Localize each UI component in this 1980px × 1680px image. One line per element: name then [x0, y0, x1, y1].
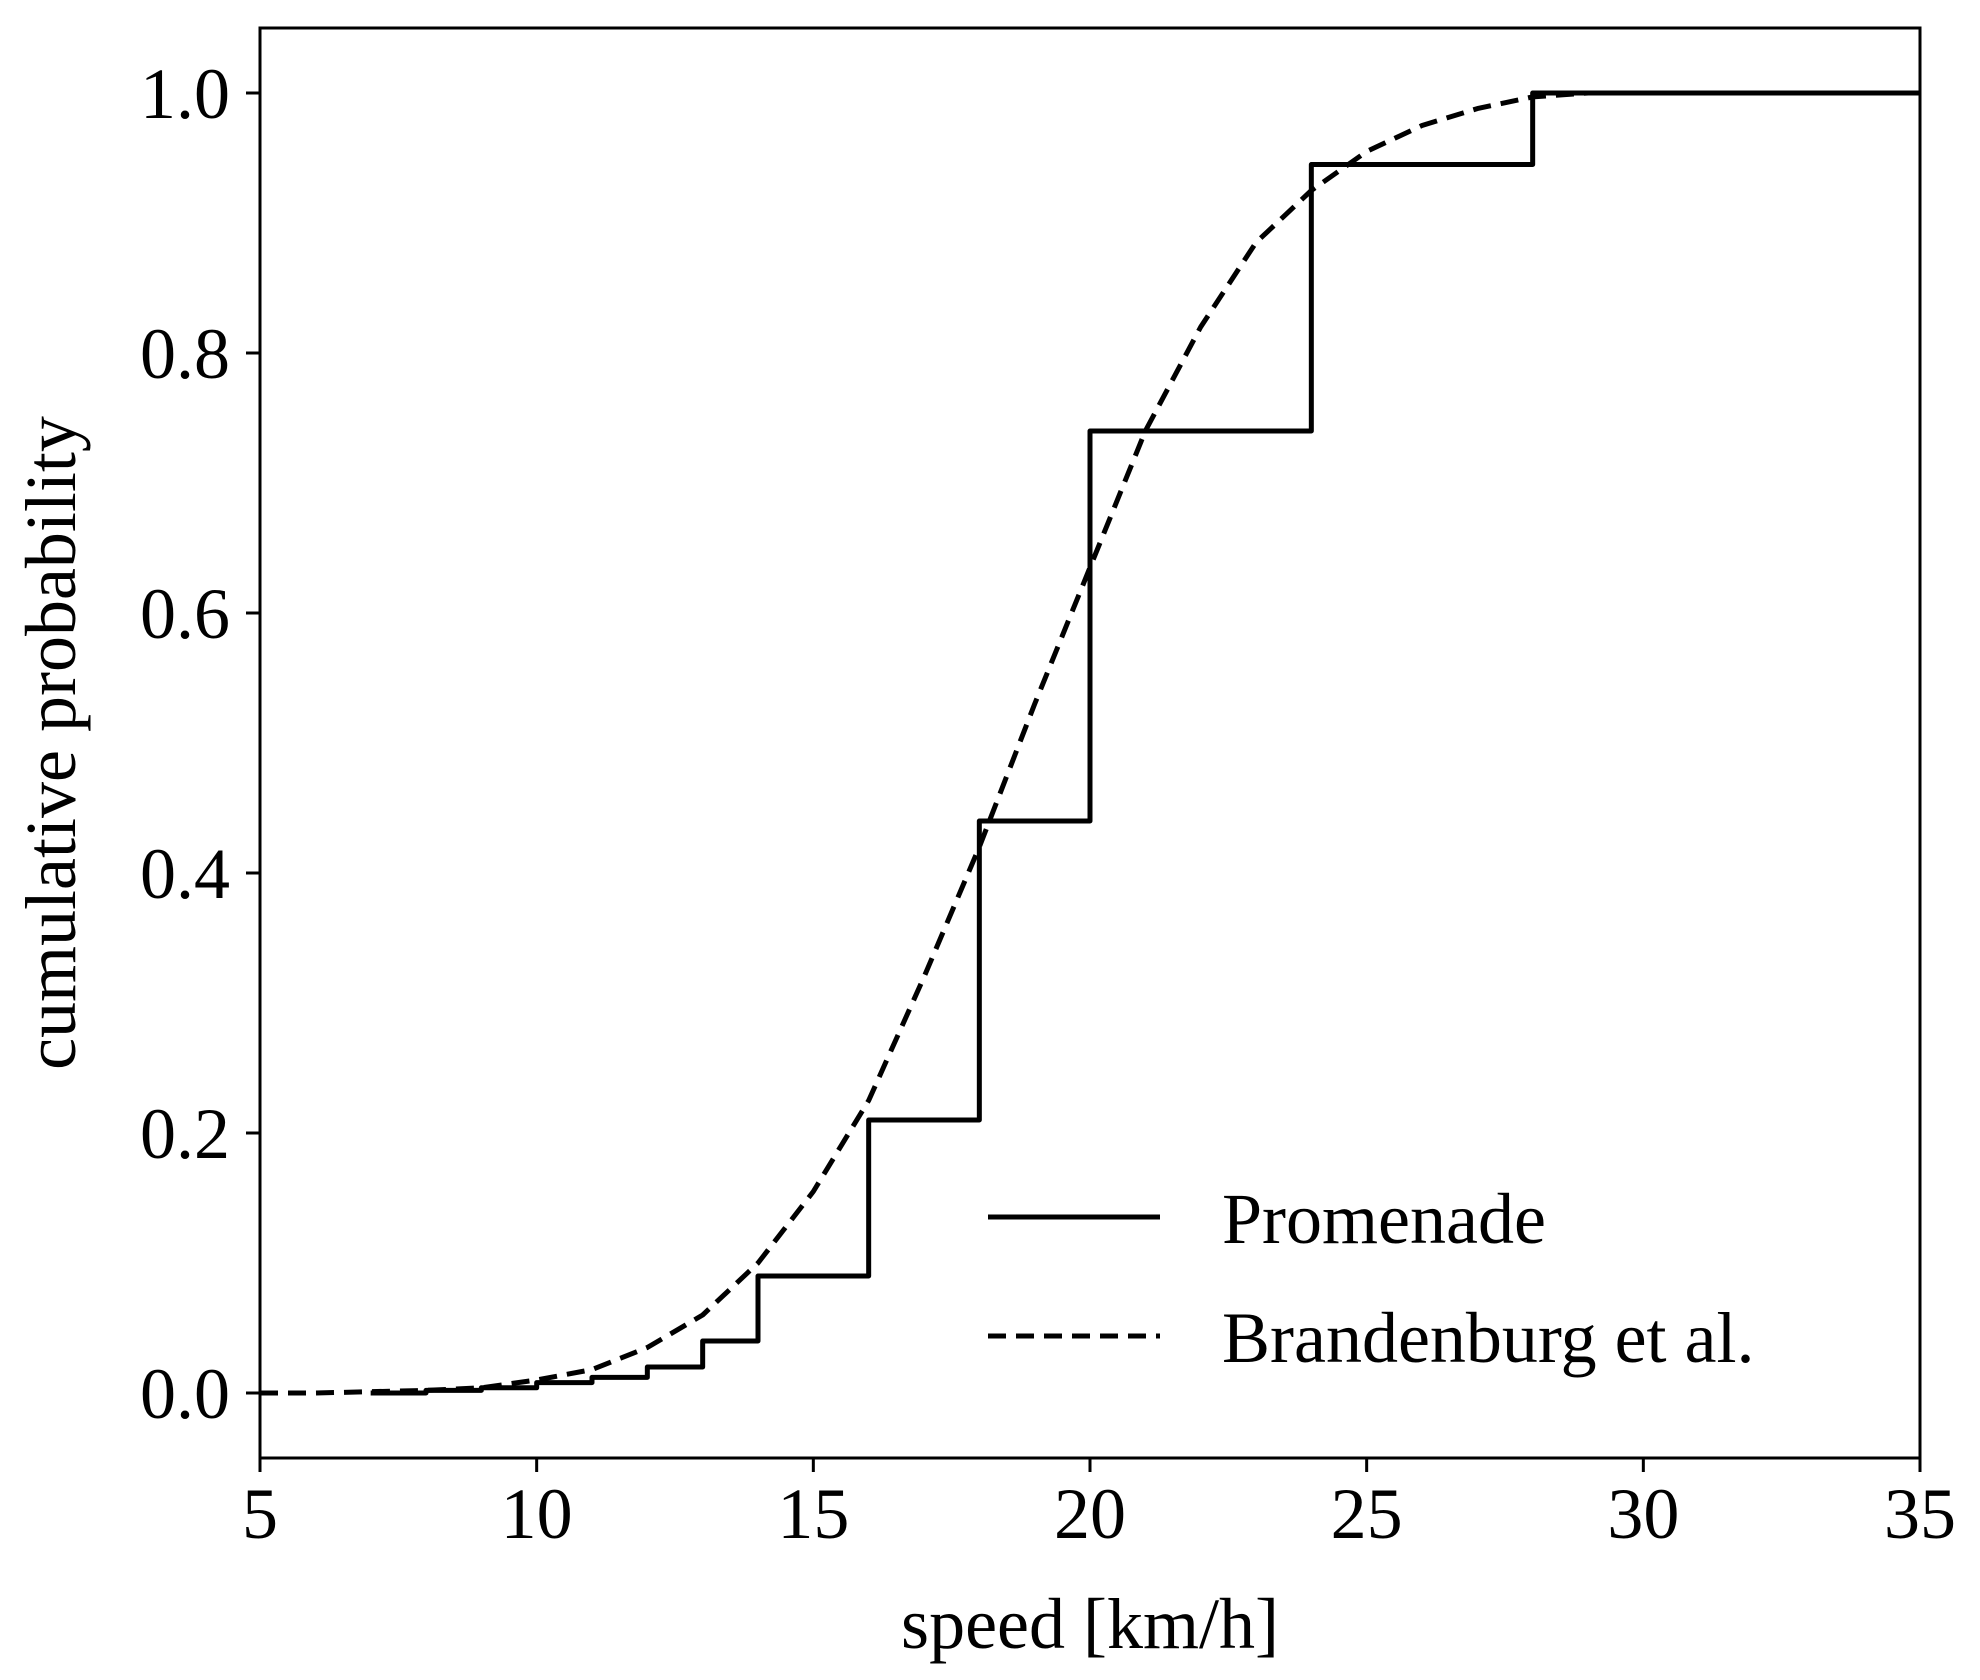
x-tick-label: 5 — [242, 1474, 278, 1554]
x-tick-label: 35 — [1884, 1474, 1956, 1554]
axis-ticks: 5 10 15 20 25 30 35 0.0 0.2 0.4 0.6 0.8 1.0 — [140, 54, 1956, 1554]
y-axis-label: cumulative probability — [11, 416, 91, 1070]
legend: Promenade Brandenburg et al. — [988, 1179, 1755, 1378]
plot-frame — [258, 26, 1922, 1460]
y-tick-label: 0.0 — [140, 1354, 230, 1434]
series-line-brandenburg — [260, 90, 1754, 1396]
y-tick-label: 0.2 — [140, 1094, 230, 1174]
x-tick-label: 15 — [777, 1474, 849, 1554]
legend-label-promenade: Promenade — [1222, 1179, 1546, 1259]
x-tick-label: 30 — [1607, 1474, 1679, 1554]
y-tick-label: 0.8 — [140, 314, 230, 394]
x-axis-label: speed [km/h] — [901, 1584, 1279, 1664]
y-tick-label: 0.6 — [140, 574, 230, 654]
y-tick-label: 0.4 — [140, 834, 230, 914]
plot-marks — [260, 90, 1920, 1396]
series-line-promenade — [370, 90, 1920, 1396]
y-tick-label: 1.0 — [140, 54, 230, 134]
x-tick-label: 20 — [1054, 1474, 1126, 1554]
legend-label-brandenburg: Brandenburg et al. — [1222, 1298, 1755, 1378]
x-tick-label: 25 — [1331, 1474, 1403, 1554]
x-tick-label: 10 — [501, 1474, 573, 1554]
